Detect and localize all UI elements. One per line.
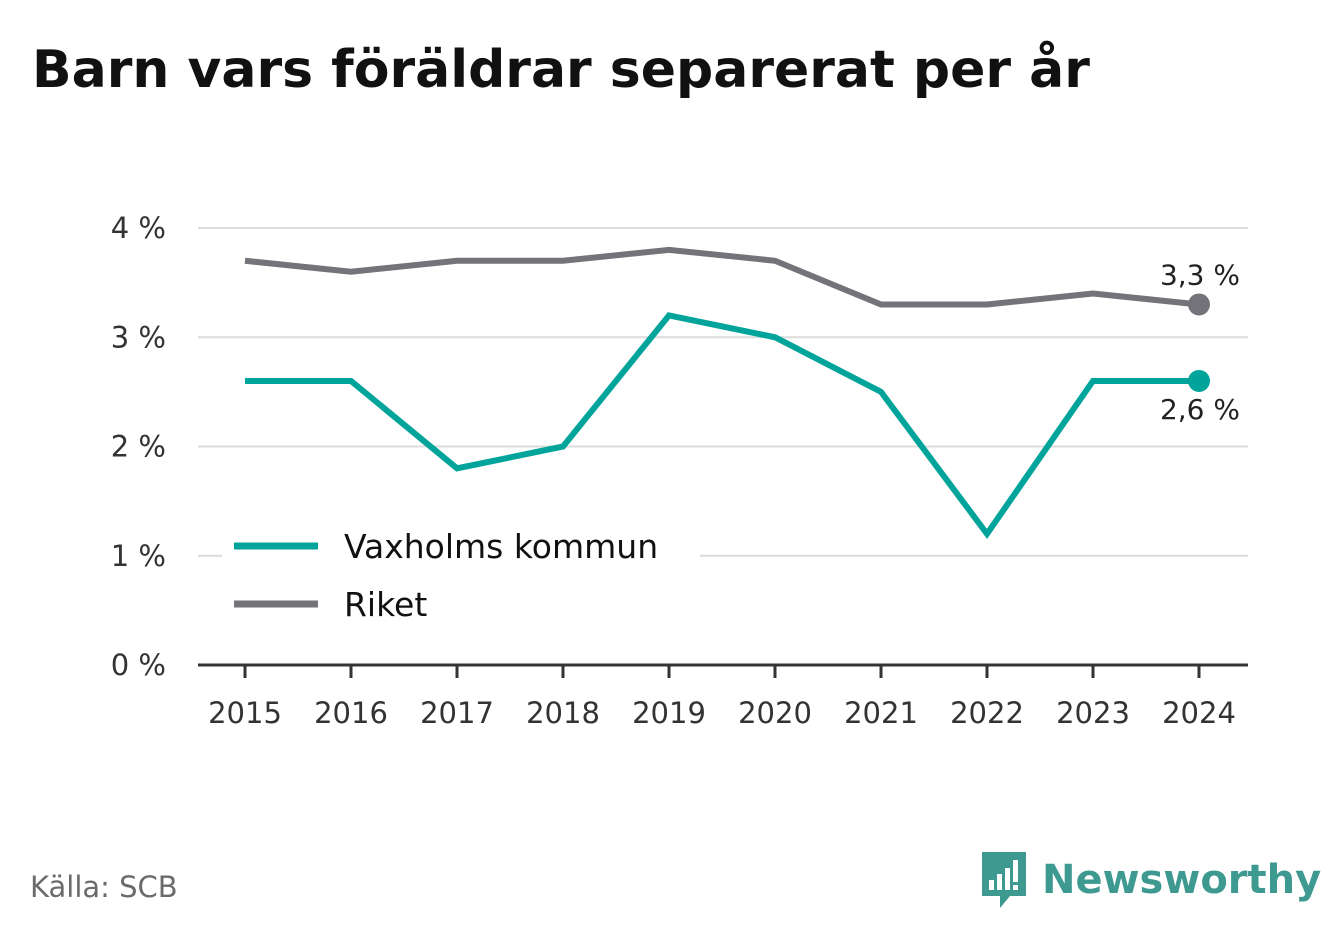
y-tick-label: 1 % bbox=[111, 539, 166, 573]
series-line bbox=[245, 312, 1199, 540]
gridlines bbox=[198, 227, 1248, 557]
series-end-point bbox=[1188, 293, 1210, 316]
x-tick-label: 2015 bbox=[208, 696, 282, 730]
end-value-label: 3,3 % bbox=[1160, 258, 1240, 291]
x-tick-label: 2021 bbox=[844, 696, 918, 730]
series-line bbox=[244, 246, 1200, 308]
series bbox=[244, 246, 1210, 540]
end-value-label: 2,6 % bbox=[1160, 393, 1240, 426]
y-tick-label: 3 % bbox=[111, 320, 166, 354]
brand-logo: Newsworthy bbox=[980, 850, 1321, 910]
x-tick-label: 2017 bbox=[420, 696, 494, 730]
x-tick-label: 2019 bbox=[632, 696, 706, 730]
x-tick-label: 2016 bbox=[314, 696, 388, 730]
legend-label: Riket bbox=[344, 585, 427, 624]
series-end-point bbox=[1188, 369, 1210, 392]
y-tick-label: 2 % bbox=[111, 430, 166, 464]
y-tick-label: 0 % bbox=[111, 648, 166, 682]
y-tick-label: 4 % bbox=[111, 211, 166, 245]
chart-title: Barn vars föräldrar separerat per år bbox=[32, 40, 1090, 100]
source-note: Källa: SCB bbox=[30, 870, 178, 904]
x-tick-label: 2023 bbox=[1056, 696, 1130, 730]
y-axis-ticks: 0 % 1 % 2 % 3 % 4 % bbox=[111, 211, 166, 682]
x-tick-label: 2018 bbox=[526, 696, 600, 730]
legend-label: Vaxholms kommun bbox=[344, 527, 658, 566]
x-axis-ticks: 2015 2016 2017 2018 2019 2020 2021 2022 2023 2024 bbox=[208, 665, 1236, 730]
legend: Vaxholms kommun Riket bbox=[222, 516, 700, 644]
x-tick-label: 2020 bbox=[738, 696, 812, 730]
newsworthy-logo-icon bbox=[982, 852, 1026, 908]
end-labels: 2,6 % 3,3 % bbox=[1160, 258, 1240, 425]
x-tick-label: 2024 bbox=[1162, 696, 1236, 730]
brand-name: Newsworthy bbox=[1042, 857, 1322, 903]
x-tick-label: 2022 bbox=[950, 696, 1024, 730]
legend-background bbox=[222, 516, 700, 644]
